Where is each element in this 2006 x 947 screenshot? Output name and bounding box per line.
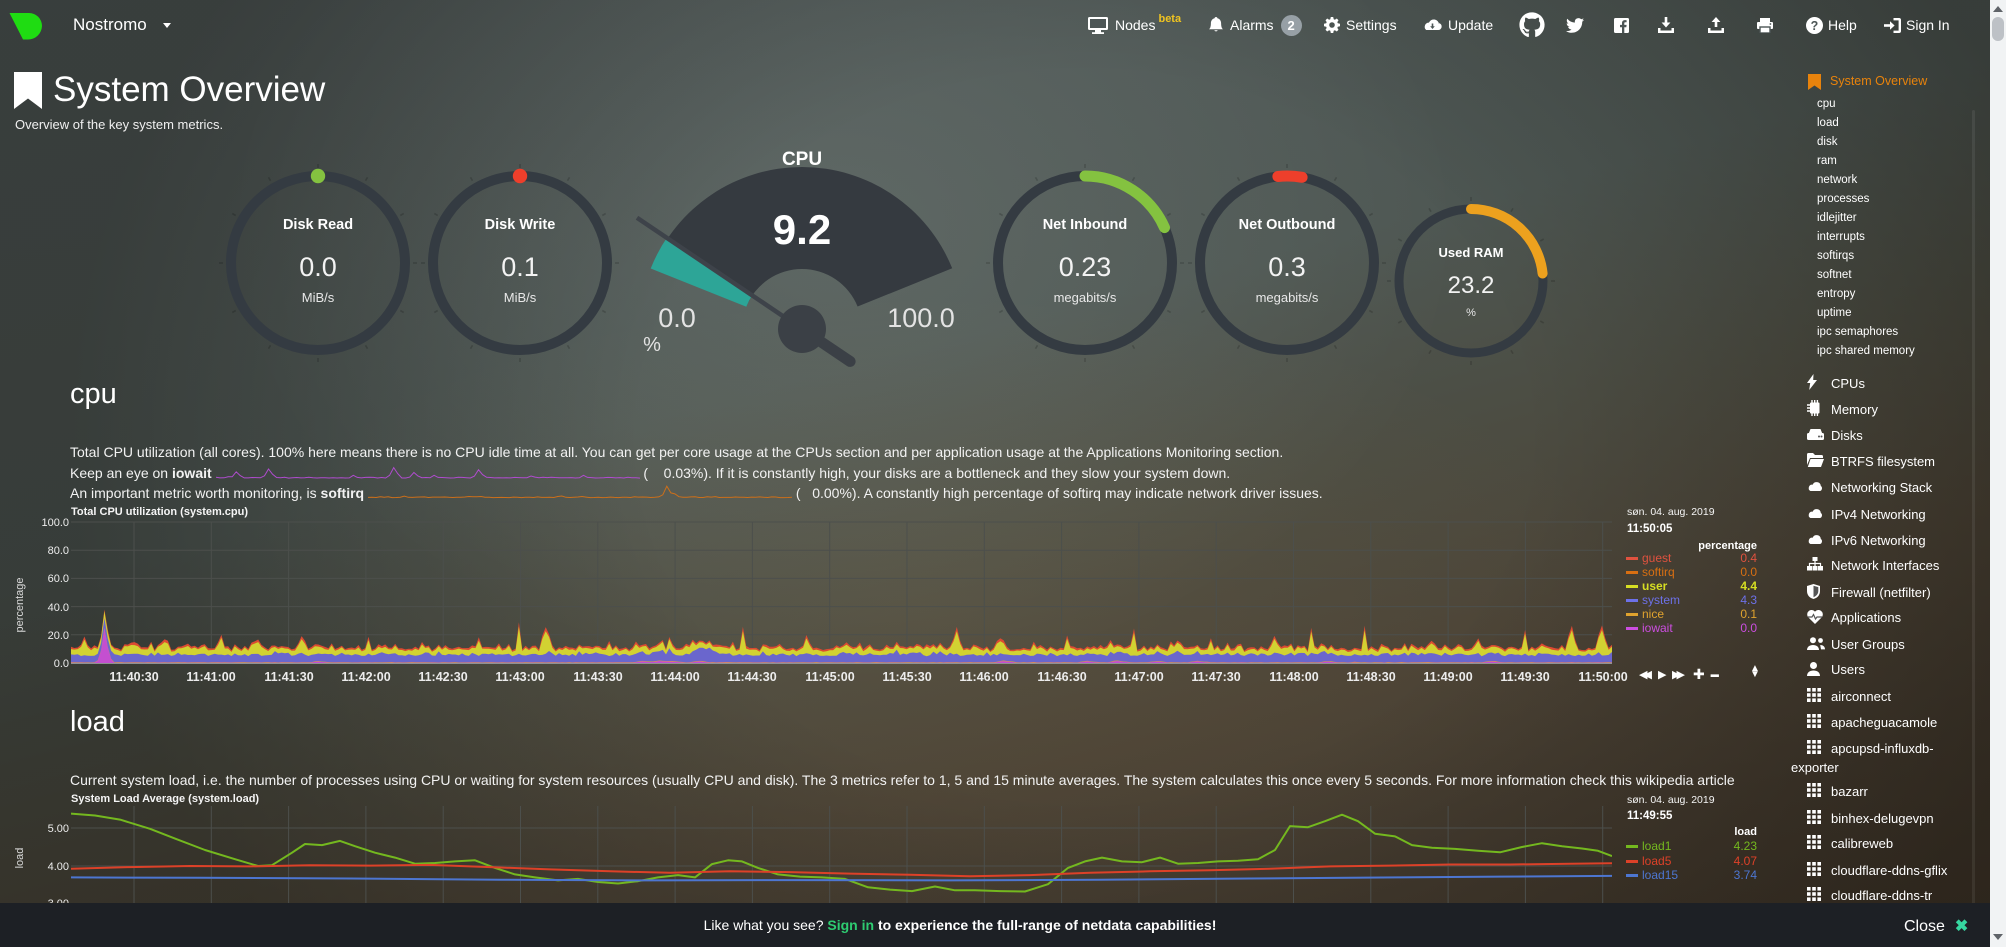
svg-text:0.23: 0.23 bbox=[1059, 252, 1112, 282]
svg-text:0.0: 0.0 bbox=[658, 303, 696, 333]
svg-text:11:50:00: 11:50:00 bbox=[1578, 670, 1627, 684]
svg-text:11:47:00: 11:47:00 bbox=[1114, 670, 1163, 684]
svg-text:percentage: percentage bbox=[14, 577, 26, 632]
svg-text:11:40:30: 11:40:30 bbox=[109, 670, 158, 684]
svg-text:11:47:30: 11:47:30 bbox=[1191, 670, 1240, 684]
svg-text:0.0: 0.0 bbox=[299, 252, 337, 282]
svg-text:9.2: 9.2 bbox=[773, 206, 831, 253]
svg-text:11:43:30: 11:43:30 bbox=[573, 670, 622, 684]
svg-text:Disk Write: Disk Write bbox=[485, 217, 556, 233]
svg-text:100.0: 100.0 bbox=[41, 517, 69, 529]
svg-text:11:44:00: 11:44:00 bbox=[650, 670, 699, 684]
svg-text:11:48:00: 11:48:00 bbox=[1269, 670, 1318, 684]
svg-text:CPU: CPU bbox=[782, 149, 822, 170]
svg-text:80.0: 80.0 bbox=[48, 545, 69, 557]
svg-text:11:46:30: 11:46:30 bbox=[1037, 670, 1086, 684]
svg-text:Net Inbound: Net Inbound bbox=[1043, 217, 1128, 233]
svg-text:Net Outbound: Net Outbound bbox=[1239, 217, 1336, 233]
svg-text:megabits/s: megabits/s bbox=[1054, 290, 1117, 305]
svg-text:11:42:30: 11:42:30 bbox=[418, 670, 467, 684]
svg-text:MiB/s: MiB/s bbox=[504, 290, 537, 305]
svg-text:4.00: 4.00 bbox=[48, 861, 69, 873]
svg-text:MiB/s: MiB/s bbox=[302, 290, 335, 305]
svg-text:%: % bbox=[643, 334, 661, 356]
svg-text:23.2: 23.2 bbox=[1448, 272, 1495, 299]
svg-text:?: ? bbox=[1811, 18, 1819, 32]
svg-text:11:44:30: 11:44:30 bbox=[727, 670, 776, 684]
svg-text:11:45:30: 11:45:30 bbox=[882, 670, 931, 684]
svg-text:Disk Read: Disk Read bbox=[283, 217, 353, 233]
svg-text:Used RAM: Used RAM bbox=[1438, 245, 1503, 260]
svg-text:0.0: 0.0 bbox=[54, 658, 69, 670]
svg-text:11:46:00: 11:46:00 bbox=[959, 670, 1008, 684]
svg-text:40.0: 40.0 bbox=[48, 602, 69, 614]
svg-text:100.0: 100.0 bbox=[887, 303, 955, 333]
svg-text:20.0: 20.0 bbox=[48, 630, 69, 642]
svg-text:11:41:30: 11:41:30 bbox=[264, 670, 313, 684]
svg-text:megabits/s: megabits/s bbox=[1256, 290, 1319, 305]
svg-text:11:49:00: 11:49:00 bbox=[1423, 670, 1472, 684]
svg-text:%: % bbox=[1466, 307, 1476, 319]
svg-text:11:48:30: 11:48:30 bbox=[1346, 670, 1395, 684]
svg-text:11:49:30: 11:49:30 bbox=[1500, 670, 1549, 684]
svg-text:11:42:00: 11:42:00 bbox=[341, 670, 390, 684]
svg-text:0.3: 0.3 bbox=[1268, 252, 1306, 282]
svg-text:11:43:00: 11:43:00 bbox=[495, 670, 544, 684]
svg-text:0.1: 0.1 bbox=[501, 252, 539, 282]
svg-text:11:45:00: 11:45:00 bbox=[805, 670, 854, 684]
svg-text:60.0: 60.0 bbox=[48, 573, 69, 585]
svg-text:5.00: 5.00 bbox=[48, 823, 69, 835]
svg-text:load: load bbox=[14, 848, 26, 869]
svg-text:11:41:00: 11:41:00 bbox=[186, 670, 235, 684]
